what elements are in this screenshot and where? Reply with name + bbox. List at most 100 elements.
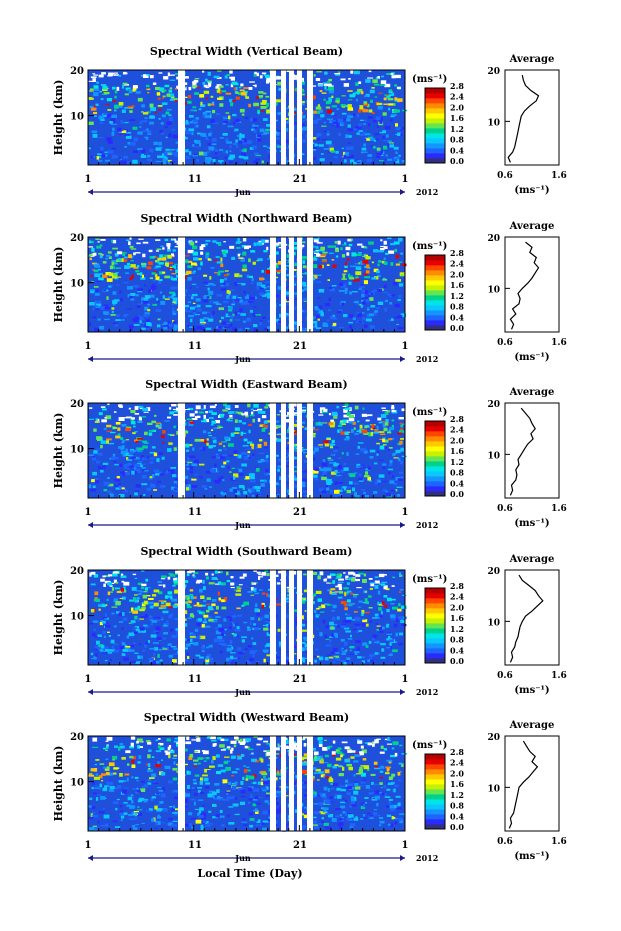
- heatmap-cell: [115, 272, 119, 274]
- heatmap-cell: [321, 264, 324, 269]
- heatmap-cell: [379, 84, 386, 86]
- heatmap-cell: [231, 782, 236, 785]
- heatmap-cell: [144, 136, 149, 139]
- heatmap-cell: [325, 140, 332, 145]
- heatmap-cell: [274, 276, 279, 279]
- heatmap-cell: [283, 160, 290, 163]
- heatmap-cell: [341, 647, 344, 650]
- heatmap-cell: [354, 651, 358, 655]
- heatmap-cell: [257, 109, 261, 113]
- heatmap-cell: [400, 428, 403, 432]
- heatmap-cell: [94, 646, 100, 649]
- heatmap-cell: [229, 76, 234, 79]
- heatmap-cell: [227, 465, 230, 470]
- heatmap-cell: [342, 620, 346, 623]
- heatmap-cell: [111, 606, 118, 608]
- heatmap-cell: [153, 642, 159, 644]
- heatmap-cell: [119, 773, 123, 777]
- heatmap-cell: [234, 419, 238, 423]
- heatmap-cell: [111, 645, 115, 650]
- heatmap-cell: [107, 150, 114, 154]
- heatmap-cell: [344, 613, 348, 616]
- heatmap-cell: [174, 98, 178, 102]
- heatmap-cell: [330, 651, 334, 655]
- heatmap-cell: [341, 78, 344, 80]
- heatmap-cell: [374, 430, 380, 432]
- heatmap: [88, 736, 408, 832]
- colorbar-tick-label: 0.0: [450, 156, 464, 166]
- heatmap-cell: [263, 479, 267, 483]
- heatmap-cell: [183, 580, 189, 583]
- heatmap-cell: [376, 152, 383, 155]
- heatmap-cell: [210, 736, 216, 740]
- heatmap-cell: [237, 473, 244, 476]
- heatmap-cell: [261, 772, 268, 776]
- heatmap-cell: [347, 638, 353, 640]
- heatmap-cell: [382, 444, 387, 446]
- heatmap-cell: [141, 297, 146, 301]
- heatmap-cell: [208, 146, 215, 150]
- heatmap-cell: [183, 430, 189, 434]
- heatmap-cell: [341, 112, 347, 115]
- heatmap-cell: [140, 149, 146, 153]
- heatmap-cell: [134, 413, 140, 415]
- heatmap-cell: [156, 637, 162, 641]
- heatmap-cell: [294, 323, 300, 327]
- heatmap-cell: [337, 429, 341, 433]
- heatmap-cell: [399, 632, 403, 636]
- heatmap-cell: [355, 816, 358, 819]
- heatmap-cell: [210, 119, 215, 123]
- heatmap-cell: [114, 745, 119, 748]
- heatmap-cell: [112, 247, 118, 250]
- heatmap-cell: [126, 777, 129, 782]
- heatmap-cell: [348, 421, 354, 424]
- heatmap-cell: [229, 245, 235, 249]
- heatmap-cell: [189, 421, 195, 424]
- heatmap-cell: [93, 599, 100, 602]
- heatmap-cell: [379, 629, 384, 633]
- heatmap-cell: [348, 78, 351, 80]
- heatmap-cell: [125, 471, 130, 475]
- heatmap-cell: [353, 774, 356, 777]
- heatmap-cell: [312, 816, 317, 819]
- heatmap-cell: [347, 113, 351, 115]
- heatmap-cell: [141, 75, 144, 77]
- heatmap-cell: [245, 415, 249, 418]
- heatmap-cell: [218, 628, 223, 632]
- heatmap-cell: [292, 477, 298, 481]
- heatmap-cell: [321, 817, 324, 820]
- heatmap-cell: [293, 744, 297, 749]
- heatmap-cell: [191, 826, 194, 829]
- heatmap-cell: [89, 240, 92, 244]
- heatmap-cell: [174, 577, 181, 581]
- heatmap-cell: [94, 292, 100, 296]
- heatmap-cell: [212, 240, 217, 243]
- heatmap-cell: [166, 243, 171, 247]
- heatmap-cell: [191, 131, 194, 136]
- heatmap-cell: [98, 604, 103, 607]
- heatmap-cell: [323, 786, 328, 791]
- heatmap-cell: [99, 90, 102, 93]
- heatmap-cell: [293, 321, 298, 324]
- heatmap-cell: [316, 614, 320, 616]
- heatmap-cell: [189, 589, 194, 592]
- colorbar-unit: (ms⁻¹): [412, 74, 447, 85]
- heatmap-cell: [211, 621, 218, 623]
- heatmap-cell: [163, 89, 167, 92]
- heatmap-cell: [191, 596, 197, 599]
- heatmap-cell: [163, 632, 168, 635]
- heatmap-cell: [137, 97, 143, 102]
- heatmap-cell: [384, 83, 391, 88]
- heatmap-cell: [192, 106, 197, 109]
- heatmap-cell: [103, 112, 108, 115]
- heatmap-cell: [338, 132, 341, 137]
- heatmap-cell: [195, 654, 201, 657]
- heatmap-cell: [209, 300, 212, 304]
- heatmap-cell: [106, 114, 110, 118]
- heatmap-cell: [206, 438, 209, 441]
- colorbar-swatch: [425, 466, 445, 472]
- heatmap-cell: [344, 159, 347, 163]
- heatmap-cell: [208, 644, 213, 648]
- heatmap-cell: [148, 249, 153, 253]
- heatmap-cell: [97, 160, 103, 162]
